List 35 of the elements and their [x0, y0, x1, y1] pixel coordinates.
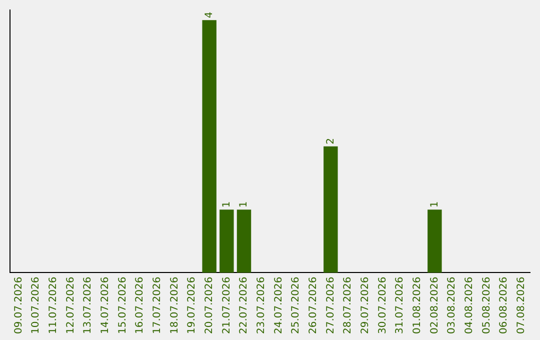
- x-tick-label: 20.07.2026: [204, 276, 215, 334]
- x-tick-label: 23.07.2026: [256, 276, 267, 334]
- x-tick-label: 18.07.2026: [169, 276, 180, 334]
- x-tick-label: 03.08.2026: [446, 276, 458, 334]
- x-tick-label: 12.07.2026: [65, 276, 76, 334]
- x-tick-label: 10.07.2026: [30, 276, 42, 334]
- x-tick-label: 13.07.2026: [82, 276, 94, 334]
- x-tick-label: 16.07.2026: [134, 276, 146, 334]
- data-label: 4: [204, 12, 215, 18]
- x-tick-label: 07.08.2026: [516, 276, 527, 334]
- data-label: 1: [429, 201, 440, 208]
- data-label: 2: [325, 138, 336, 144]
- x-tick-label: 24.07.2026: [273, 276, 284, 334]
- x-tick-label: 22.07.2026: [238, 276, 250, 334]
- x-tick-label: 29.07.2026: [360, 276, 371, 334]
- x-tick-label: 31.07.2026: [394, 276, 406, 334]
- x-tick-label: 09.07.2026: [13, 276, 24, 334]
- x-tick-label: 05.08.2026: [481, 276, 492, 334]
- x-tick-label: 17.07.2026: [152, 276, 163, 334]
- x-tick-label: 28.07.2026: [342, 276, 354, 334]
- x-tick-label: 26.07.2026: [308, 276, 319, 334]
- data-label: 1: [238, 201, 250, 208]
- data-label: 1: [221, 201, 232, 208]
- x-tick-label: 21.07.2026: [221, 276, 232, 334]
- x-tick-label: 19.07.2026: [186, 276, 198, 334]
- x-tick-label: 15.07.2026: [117, 276, 128, 334]
- x-tick-label: 02.08.2026: [429, 276, 440, 334]
- x-tick-label: 11.07.2026: [48, 276, 59, 334]
- x-tick-label: 27.07.2026: [325, 276, 336, 334]
- x-tick-label: 30.07.2026: [377, 276, 388, 334]
- x-tick-label: 06.08.2026: [498, 276, 510, 334]
- x-tick-label: 04.08.2026: [464, 276, 475, 334]
- x-tick-label: 01.08.2026: [412, 276, 423, 334]
- x-tick-label: 25.07.2026: [290, 276, 302, 334]
- x-tick-label: 14.07.2026: [100, 276, 111, 334]
